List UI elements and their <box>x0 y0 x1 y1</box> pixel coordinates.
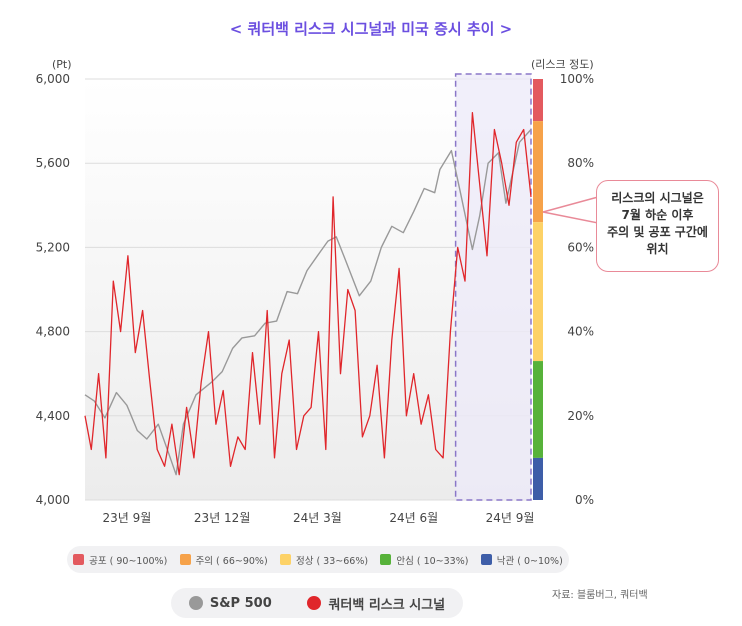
risk-zone-bar <box>533 457 543 500</box>
sp500-line <box>84 129 532 476</box>
legend-label: 안심 ( 10~33%) <box>396 555 469 567</box>
right-y-tick-label: 20% <box>567 409 594 423</box>
callout-line: 리스크의 시그널은 <box>611 191 704 205</box>
right-y-tick-label: 80% <box>567 156 594 170</box>
legend-label: 낙관 ( 0~10%) <box>496 555 563 567</box>
callout-pointer <box>542 196 599 224</box>
swatch-fear <box>73 554 85 565</box>
left-y-tick-label: 4,400 <box>36 409 70 423</box>
risk-zone-bar <box>533 121 543 223</box>
right-y-tick-label: 40% <box>567 325 594 339</box>
chart-title: < 쿼터백 리스크 시그널과 미국 증시 추이 > <box>229 20 513 38</box>
x-tick-label: 24년 9월 <box>486 511 535 525</box>
swatch-caution <box>179 554 191 565</box>
swatch-normal <box>279 554 291 565</box>
swatch-optimism <box>480 554 492 565</box>
risk-zone-bar <box>533 79 543 122</box>
right-y-tick-label: 100% <box>560 72 594 86</box>
source-note: 자료: 블룸버그, 쿼터백 <box>552 590 648 601</box>
x-tick-label: 23년 12월 <box>194 511 250 525</box>
right-axis-unit: (리스크 정도) <box>531 58 594 71</box>
callout-line: 주의 및 공포 구간에 <box>607 225 708 239</box>
series-label: 쿼터백 리스크 시그널 <box>328 597 446 613</box>
series-legend-sp500: S&P 500 <box>188 595 272 611</box>
callout-line: 위치 <box>646 242 669 256</box>
legend-label: 공포 ( 90~100%) <box>89 555 168 567</box>
legend-item-relief: 안심 ( 10~33%) <box>380 553 468 567</box>
legend-label: 주의 ( 66~90%) <box>195 555 268 567</box>
swatch-relief <box>380 554 392 565</box>
left-y-tick-label: 4,800 <box>36 325 70 339</box>
right-y-tick-label: 0% <box>575 493 594 507</box>
series-legend: S&P 500 쿼터백 리스크 시그널 <box>171 588 463 618</box>
left-y-tick-label: 6,000 <box>36 72 70 86</box>
sp500-dot <box>188 596 203 610</box>
risk-zone-bar <box>533 361 543 458</box>
left-axis-unit: (Pt) <box>52 58 72 71</box>
left-y-tick-label: 4,000 <box>36 493 70 507</box>
right-y-tick-label: 60% <box>567 240 594 254</box>
legend-item-caution: 주의 ( 66~90%) <box>179 553 268 567</box>
risk-dot <box>307 596 322 610</box>
left-y-tick-label: 5,600 <box>36 156 70 170</box>
series-legend-risk: 쿼터백 리스크 시그널 <box>307 594 445 613</box>
risk-signal-line <box>84 112 532 476</box>
legend-item-normal: 정상 ( 33~66%) <box>279 553 369 567</box>
risk-zone-bar <box>533 222 543 362</box>
x-tick-label: 24년 6월 <box>389 511 438 525</box>
callout-line: 7월 하순 이후 <box>621 208 694 222</box>
risk-callout: 리스크의 시그널은 7월 하순 이후 주의 및 공포 구간에 위치 <box>596 180 719 272</box>
legend-label: 정상 ( 33~66%) <box>295 555 369 567</box>
left-y-tick-label: 5,200 <box>36 240 70 254</box>
x-tick-label: 23년 9월 <box>102 511 151 525</box>
legend-item-optimism: 낙관 ( 0~10%) <box>480 553 563 567</box>
x-tick-label: 24년 3월 <box>293 511 342 525</box>
series-label: S&P 500 <box>209 595 272 611</box>
risk-zone-legend: 공포 ( 90~100%) 주의 ( 66~90%) 정상 ( 33~66%) … <box>67 546 569 573</box>
legend-item-fear: 공포 ( 90~100%) <box>73 553 167 567</box>
